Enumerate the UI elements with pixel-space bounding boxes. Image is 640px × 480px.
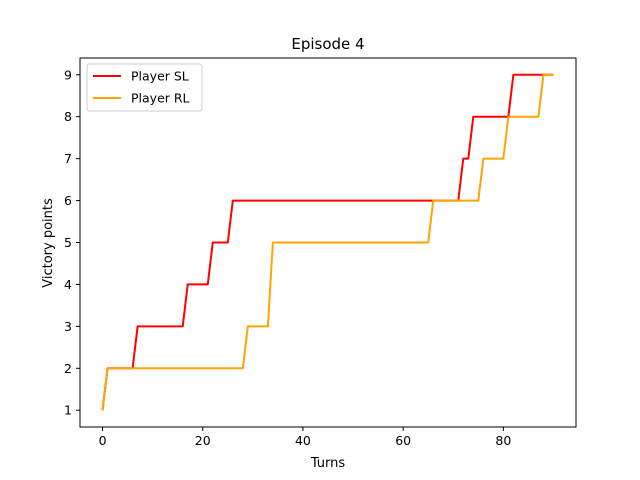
series-line-1 xyxy=(101,73,554,411)
x-tick-label: 80 xyxy=(495,433,511,448)
y-tick-label: 1 xyxy=(64,403,72,418)
y-tick-label: 2 xyxy=(64,361,72,376)
x-axis-label: Turns xyxy=(310,456,346,471)
series-line-2 xyxy=(101,73,554,411)
legend-entry-2: Player RL xyxy=(131,91,190,106)
x-tick-label: 60 xyxy=(395,433,411,448)
x-tick-label: 0 xyxy=(99,433,107,448)
y-tick-label: 5 xyxy=(64,235,72,250)
y-tick-label: 4 xyxy=(64,277,72,292)
y-tick-label: 7 xyxy=(64,151,72,166)
y-tick-label: 8 xyxy=(64,109,72,124)
y-tick-label: 6 xyxy=(64,193,72,208)
x-tick-label: 20 xyxy=(195,433,211,448)
y-tick-label: 9 xyxy=(64,67,72,82)
y-tick-label: 3 xyxy=(64,319,72,334)
legend: Player SL Player RL xyxy=(86,63,203,112)
y-axis-label: Victory points xyxy=(41,198,56,288)
x-tick-label: 40 xyxy=(295,433,311,448)
legend-entry-1: Player SL xyxy=(131,69,189,84)
chart-title: Episode 4 xyxy=(291,35,364,53)
